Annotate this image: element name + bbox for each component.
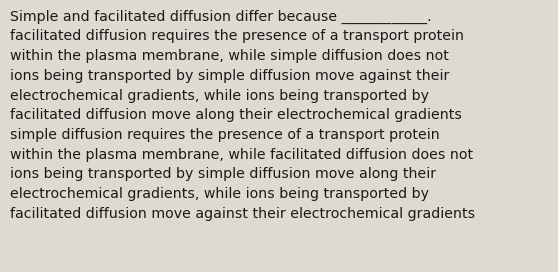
Text: Simple and facilitated diffusion differ because ____________.
facilitated diffus: Simple and facilitated diffusion differ … (10, 10, 475, 221)
